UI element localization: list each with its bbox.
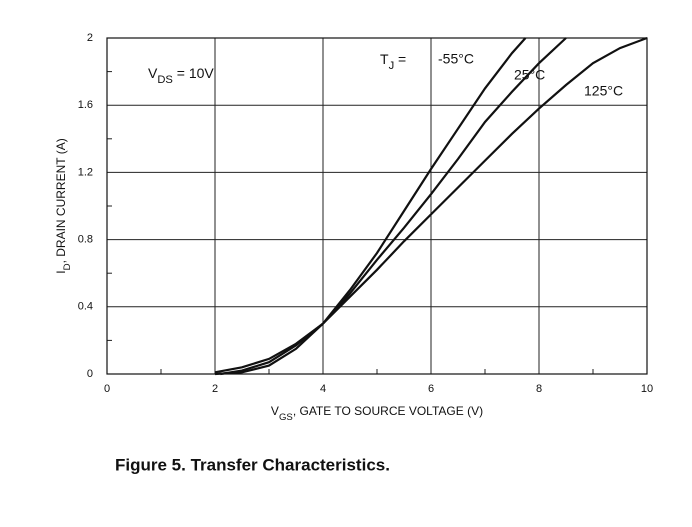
series-prefix-part: T: [380, 51, 389, 67]
curve: [214, 37, 527, 376]
curve: [220, 37, 567, 376]
y-tick-label: 1.6: [78, 99, 93, 111]
y-tick-label: 2: [87, 32, 93, 44]
series-label: -55°C: [438, 51, 474, 67]
y-tick-label: 0.4: [78, 301, 93, 313]
annotation-part: DS: [157, 74, 173, 86]
x-axis-label-part: , GATE TO SOURCE VOLTAGE (V): [293, 404, 483, 418]
x-tick-label: 8: [536, 383, 542, 395]
series-prefix-part: =: [394, 51, 406, 67]
annotation-part: V: [148, 65, 158, 81]
y-axis-label-part: D: [62, 263, 73, 270]
plot-frame: [106, 37, 648, 375]
x-tick-label: 0: [104, 383, 110, 395]
x-axis-label-part: V: [271, 404, 279, 418]
caption: Figure 5. Transfer Characteristics.: [115, 455, 390, 474]
y-axis-label-part: I: [54, 270, 68, 273]
series-label: 125°C: [584, 83, 623, 99]
annotation: VDS = 10V: [148, 65, 214, 86]
y-tick-label: 0: [87, 368, 93, 380]
series-prefix-part: J: [389, 60, 395, 72]
y-axis-label-part: , DRAIN CURRENT (A): [54, 138, 68, 263]
y-tick-label: 0.8: [78, 234, 93, 246]
x-tick-label: 10: [641, 383, 653, 395]
series-label: 25°C: [514, 67, 545, 83]
x-tick-label: 2: [212, 383, 218, 395]
y-axis-label: ID, DRAIN CURRENT (A): [54, 138, 73, 273]
annotation-part: = 10V: [173, 65, 215, 81]
x-axis-label: VGS, GATE TO SOURCE VOLTAGE (V): [271, 404, 483, 423]
x-axis-label-part: GS: [279, 412, 293, 423]
x-tick-label: 4: [320, 383, 326, 395]
y-tick-label: 1.2: [78, 166, 93, 178]
x-tick-label: 6: [428, 383, 434, 395]
series-prefix: TJ =: [380, 51, 406, 72]
curve: [214, 36, 648, 374]
